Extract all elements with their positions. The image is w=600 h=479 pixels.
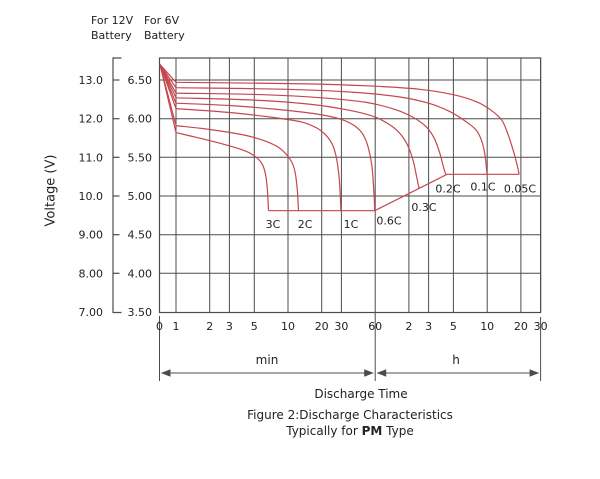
tick-label-x-10h: 10	[480, 320, 494, 333]
caption-type-name: PM	[361, 424, 383, 438]
rate-label-0.2C: 0.2C	[435, 182, 460, 195]
tick-label-x-3min: 3	[226, 320, 233, 333]
tick-label-y12-10.0: 10.0	[79, 190, 104, 203]
tick-label-y12-12.0: 12.0	[79, 113, 104, 126]
rate-label-0.1C: 0.1C	[470, 181, 495, 194]
tick-label-y12-7.00: 7.00	[79, 306, 104, 319]
cutoff-voltage-line	[268, 173, 520, 212]
right-scale-header-line1: For 6V	[144, 14, 180, 27]
tick-label-x-2min: 2	[206, 320, 213, 333]
hours-span-arrow-right-arrowhead	[529, 369, 540, 377]
tick-label-y6-4.50: 4.50	[128, 229, 153, 242]
tick-label-y6-5.00: 5.00	[128, 190, 153, 203]
caption-prefix: Typically for	[286, 424, 362, 438]
curve-0.1C	[159, 64, 488, 175]
x-unit-min-label: min	[255, 353, 279, 367]
caption-suffix: Type	[382, 424, 414, 438]
y-axis-bracket-12v	[112, 57, 122, 314]
curve-0.6C	[159, 64, 376, 211]
tick-label-x-20h: 20	[514, 320, 528, 333]
curve-2C	[159, 64, 300, 211]
tick-label-y6-3.50: 3.50	[128, 306, 153, 319]
tick-label-x-3h: 3	[425, 320, 432, 333]
tick-label-x-5h: 5	[450, 320, 457, 333]
left-scale-header-line2: Battery	[91, 29, 132, 42]
tick-label-y12-11.0: 11.0	[79, 151, 104, 164]
tick-label-x-30min: 30	[334, 320, 348, 333]
curve-0.2C	[159, 64, 447, 175]
tick-label-x-10min: 10	[281, 320, 295, 333]
curve-0.3C	[159, 64, 420, 189]
tick-label-y6-6.00: 6.00	[128, 113, 153, 126]
x-unit-hours-label: h	[452, 353, 460, 367]
rate-label-0.6C: 0.6C	[376, 215, 401, 228]
hours-span-arrow-left-arrowhead	[376, 369, 387, 377]
right-scale-header-line2: Battery	[144, 29, 185, 42]
rate-label-2C: 2C	[298, 218, 313, 231]
tick-label-y6-5.50: 5.50	[128, 151, 153, 164]
curve-1C	[159, 64, 342, 211]
tick-label-x-20min: 20	[315, 320, 329, 333]
tick-label-x-1min: 1	[173, 320, 180, 333]
tick-label-y6-6.50: 6.50	[128, 74, 153, 87]
left-scale-header: For 12V Battery	[91, 13, 133, 43]
tick-label-y12-8.00: 8.00	[79, 267, 104, 280]
figure-caption-line1: Figure 2:Discharge Characteristics	[247, 408, 453, 422]
tick-label-x-0min: 0	[156, 320, 163, 333]
curve-0.05C	[159, 64, 520, 175]
right-scale-header: For 6V Battery	[144, 13, 185, 43]
figure-caption-line2: Typically for PM Type	[230, 424, 470, 438]
y-axis-title: Voltage (V)	[43, 154, 59, 227]
rate-label-3C: 3C	[266, 218, 281, 231]
tick-label-x-5min: 5	[251, 320, 258, 333]
min-span-arrow-left-arrowhead	[161, 369, 171, 377]
left-scale-header-line1: For 12V	[91, 14, 134, 27]
tick-label-x-60min: 60	[368, 320, 382, 333]
tick-label-y12-9.00: 9.00	[79, 229, 104, 242]
curve-3C	[159, 64, 270, 211]
rate-label-0.3C: 0.3C	[411, 201, 436, 214]
rate-label-1C: 1C	[344, 218, 359, 231]
x-axis-title: Discharge Time	[314, 387, 408, 401]
tick-label-y6-4.00: 4.00	[128, 267, 153, 280]
plot-frame	[158, 57, 542, 314]
rate-label-0.05C: 0.05C	[504, 182, 536, 195]
tick-label-x-2h: 2	[405, 320, 412, 333]
min-span-arrow-right-arrowhead	[364, 369, 374, 377]
tick-label-x-30h: 30	[534, 320, 548, 333]
tick-label-y12-13.0: 13.0	[79, 74, 104, 87]
